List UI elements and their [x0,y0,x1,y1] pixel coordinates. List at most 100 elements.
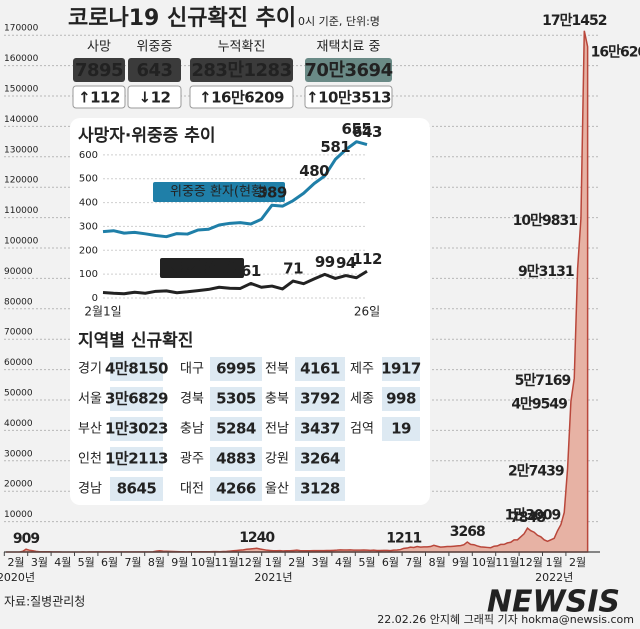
region-name: 강원 [265,452,289,467]
value-label: 94 [336,254,356,272]
region-name: 부산 [78,422,102,437]
value-label: 71 [283,260,303,278]
y-tick-label: 110000 [4,206,39,216]
stat-label: 누적확진 [218,40,266,55]
x-tick-label: 2월 [288,556,305,569]
region-box [110,417,163,441]
x-tick-label: 9월 [452,556,469,569]
x-tick-label: 8월 [429,556,446,569]
stat-change: ↑16만6209 [199,89,284,107]
x-tick-label: 26일 [354,305,380,319]
x-tick-label: 1월 [265,556,282,569]
x-tick-label: 3월 [31,556,48,569]
region-name: 경기 [78,362,102,377]
value-label: 1240 [239,530,275,546]
value-label: 389 [257,184,287,202]
region-box [110,387,163,411]
region-value: 1만3023 [105,420,168,438]
region-value: 3128 [300,480,340,498]
value-label: 4만9549 [511,396,567,412]
region-name: 경남 [78,482,102,497]
subtitle: 0시 기준, 단위:명 [298,15,380,28]
y-tick-label: 10000 [4,510,33,520]
x-tick-label: 5월 [358,556,375,569]
source: 자료:질병관리청 [4,595,85,609]
region-name: 울산 [265,482,289,497]
stat-box [73,58,125,82]
change-box [127,85,182,109]
y-tick-label: 130000 [4,145,39,155]
region-box [210,417,262,441]
value-label: 581 [320,138,350,156]
region-value: 998 [386,390,416,408]
region-value: 8645 [117,480,157,498]
x-tick-label: 4월 [54,556,71,569]
region-value: 4161 [300,360,340,378]
stat-value: 7895 [75,60,123,81]
x-tick-label: 10월 [472,556,496,569]
x-tick-label: 7월 [124,556,141,569]
stat-value: 70만3694 [304,60,392,81]
region-name: 충북 [265,392,289,407]
value-label: 655 [342,120,372,138]
legend-label: 위중증 환자(현황) [170,185,268,200]
region-box [382,357,420,381]
region-box [295,357,345,381]
region-box [295,477,345,501]
y-tick-label: 50000 [4,389,33,399]
y-tick-label: 150000 [4,85,39,95]
change-box [304,85,393,109]
value-label: 480 [299,162,329,180]
y-tick-label: 0 [92,293,98,304]
region-value: 1917 [381,360,421,378]
x-tick-label: 9월 [171,556,188,569]
x-tick-label: 8월 [148,556,165,569]
region-value: 4만8150 [105,360,168,378]
y-tick-label: 80000 [4,297,33,307]
series-line [102,269,368,296]
x-tick-label: 5월 [78,556,95,569]
region-value: 1만2113 [105,450,168,468]
value-label: 99 [315,253,335,271]
region-box [295,387,345,411]
region-name: 인천 [78,452,102,467]
x-tick-label: 11월 [215,556,239,569]
x-tick-label: 12월 [519,556,543,569]
region-value: 3264 [300,450,340,468]
stat-change: ↑10만3513 [306,89,391,107]
y-tick-label: 160000 [4,54,39,64]
stat-change: ↓12 [139,89,171,107]
y-tick-label: 170000 [4,24,39,34]
region-value: 6995 [216,360,256,378]
stat-label: 위중증 [137,40,173,55]
region-name: 검역 [350,422,374,437]
region-value: 5284 [216,420,256,438]
region-box [210,387,262,411]
region-name: 경북 [180,392,204,407]
region-name: 세종 [350,392,374,407]
x-tick-label: 1월 [546,556,563,569]
y-tick-label: 120000 [4,176,39,186]
y-tick-label: 500 [79,174,98,185]
region-box [210,447,262,471]
region-box [210,477,262,501]
x-tick-label: 6월 [382,556,399,569]
region-box [110,357,163,381]
y-tick-label: 600 [79,150,98,161]
y-tick-label: 140000 [4,115,39,125]
y-tick-label: 100 [79,269,98,280]
region-value: 4266 [216,480,256,498]
stat-value: 643 [136,60,172,81]
y-tick-label: 100000 [4,237,39,247]
stat-box [305,58,392,82]
change-box [189,85,294,109]
y-tick-label: 90000 [4,267,33,277]
stat-label: 사망 [87,40,111,55]
value-label: 16만6209 [591,45,640,61]
y-tick-label: 200 [79,245,98,256]
x-tick-label: 6월 [101,556,118,569]
region-box [382,417,420,441]
region-value: 4883 [216,450,256,468]
value-label: 909 [13,531,39,547]
value-label: 2만7439 [508,464,564,480]
